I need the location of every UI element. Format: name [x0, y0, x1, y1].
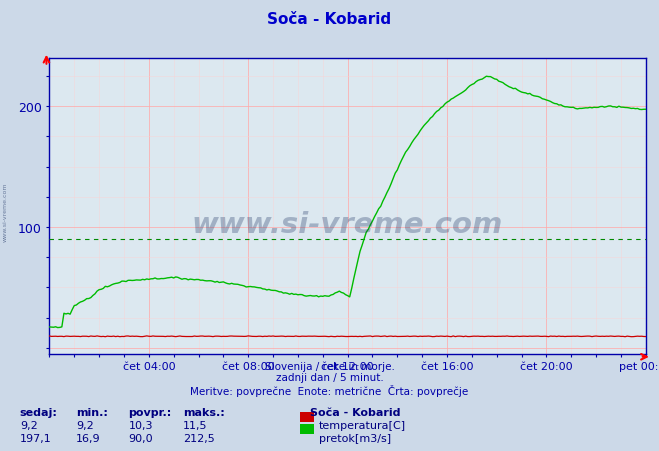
Text: www.si-vreme.com: www.si-vreme.com — [3, 182, 8, 242]
Text: 9,2: 9,2 — [20, 420, 38, 430]
Text: povpr.:: povpr.: — [129, 407, 172, 417]
Text: 9,2: 9,2 — [76, 420, 94, 430]
Text: www.si-vreme.com: www.si-vreme.com — [192, 210, 503, 238]
Text: Slovenija / reke in morje.: Slovenija / reke in morje. — [264, 361, 395, 371]
Text: maks.:: maks.: — [183, 407, 225, 417]
Text: Meritve: povprečne  Enote: metrične  Črta: povprečje: Meritve: povprečne Enote: metrične Črta:… — [190, 384, 469, 396]
Text: 11,5: 11,5 — [183, 420, 208, 430]
Text: 10,3: 10,3 — [129, 420, 153, 430]
Text: 212,5: 212,5 — [183, 433, 215, 443]
Text: temperatura[C]: temperatura[C] — [319, 420, 406, 430]
Text: 16,9: 16,9 — [76, 433, 100, 443]
Text: sedaj:: sedaj: — [20, 407, 57, 417]
Text: Soča - Kobarid: Soča - Kobarid — [268, 12, 391, 27]
Text: pretok[m3/s]: pretok[m3/s] — [319, 433, 391, 443]
Text: zadnji dan / 5 minut.: zadnji dan / 5 minut. — [275, 373, 384, 382]
Text: Soča - Kobarid: Soča - Kobarid — [310, 407, 400, 417]
Text: min.:: min.: — [76, 407, 107, 417]
Text: 90,0: 90,0 — [129, 433, 153, 443]
Text: 197,1: 197,1 — [20, 433, 51, 443]
